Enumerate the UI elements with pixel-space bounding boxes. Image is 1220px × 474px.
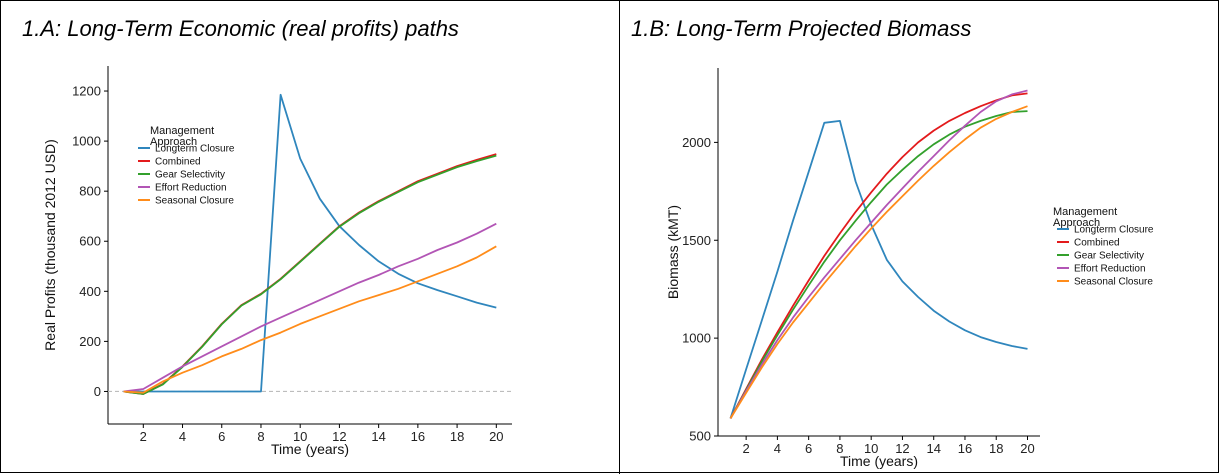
x-tick-label: 8 — [257, 429, 264, 444]
x-tick-label: 18 — [989, 441, 1003, 456]
x-tick-label: 14 — [371, 429, 385, 444]
series-line-gear-selectivity — [123, 154, 497, 395]
legend-label: Gear Selectivity — [155, 170, 225, 181]
chart-title-a: 1.A: Long-Term Economic (real profits) p… — [22, 16, 459, 41]
legend-label: Effort Reduction — [1074, 264, 1146, 275]
x-axis-label: Time (years) — [271, 441, 349, 457]
series-line-effort-reduction — [729, 89, 1028, 419]
chart-a: 2 4 6 8 10 12 14 16 18 20020040060080010001200Tim… — [42, 66, 512, 457]
x-tick-label: 4 — [774, 441, 781, 456]
y-tick-label: 2000 — [682, 135, 711, 150]
series-line-seasonal-closure — [123, 245, 497, 394]
y-tick-label: 1000 — [72, 134, 101, 149]
legend-label: Longterm Closure — [1074, 225, 1154, 236]
y-axis-label: Biomass (kMT) — [665, 205, 681, 299]
x-tick-label: 10 — [864, 441, 878, 456]
x-tick-label: 12 — [332, 429, 346, 444]
y-tick-label: 0 — [94, 384, 101, 399]
y-tick-label: 1000 — [682, 331, 711, 346]
x-tick-label: 4 — [179, 429, 186, 444]
y-tick-label: 200 — [79, 334, 101, 349]
legend-title: Management — [1053, 206, 1117, 218]
x-tick-label: 16 — [411, 429, 425, 444]
series-line-longterm-closure — [123, 93, 497, 393]
legend-label: Combined — [1074, 238, 1120, 249]
x-tick-label: 20 — [489, 429, 503, 444]
legend-title: Approach — [150, 136, 197, 148]
chart-b: 2 4 6 8 10 12 14 16 18 20 500 1000 1500 2000 Time (yea… — [665, 68, 1154, 469]
legend-label: Gear Selectivity — [1074, 251, 1144, 262]
y-tick-label: 400 — [79, 284, 101, 299]
series-line-seasonal-closure — [729, 105, 1028, 419]
x-tick-label: 16 — [958, 441, 972, 456]
series-line-combined — [729, 92, 1028, 419]
series-line-gear-selectivity — [729, 110, 1028, 419]
x-axis-label: Time (years) — [840, 453, 918, 469]
y-tick-label: 600 — [79, 234, 101, 249]
y-tick-label: 1200 — [72, 84, 101, 99]
x-tick-label: 6 — [218, 429, 225, 444]
y-axis-label: Real Profits (thousand 2012 USD) — [42, 139, 58, 351]
x-tick-label: 10 — [293, 429, 307, 444]
series-line-longterm-closure — [729, 120, 1028, 419]
series-line-effort-reduction — [123, 222, 497, 393]
y-tick-label: 500 — [689, 429, 711, 444]
x-tick-label: 2 — [140, 429, 147, 444]
x-tick-label: 12 — [895, 441, 909, 456]
x-tick-label: 20 — [1020, 441, 1034, 456]
y-tick-label: 1500 — [682, 233, 711, 248]
y-tick-label: 800 — [79, 184, 101, 199]
x-tick-label: 8 — [836, 441, 843, 456]
panel-divider — [619, 0, 620, 474]
legend-label: Effort Reduction — [155, 183, 227, 194]
legend-label: Seasonal Closure — [1074, 277, 1153, 288]
legend-label: Combined — [155, 157, 201, 168]
x-tick-label: 6 — [805, 441, 812, 456]
legend-label: Longterm Closure — [155, 144, 235, 155]
legend-title: Management — [150, 125, 214, 137]
x-tick-label: 18 — [450, 429, 464, 444]
legend-title: Approach — [1053, 217, 1100, 229]
chart-title-b: 1.B: Long-Term Projected Biomass — [631, 16, 972, 41]
x-tick-label: 14 — [926, 441, 940, 456]
legend-label: Seasonal Closure — [155, 196, 234, 207]
x-tick-label: 2 — [743, 441, 750, 456]
